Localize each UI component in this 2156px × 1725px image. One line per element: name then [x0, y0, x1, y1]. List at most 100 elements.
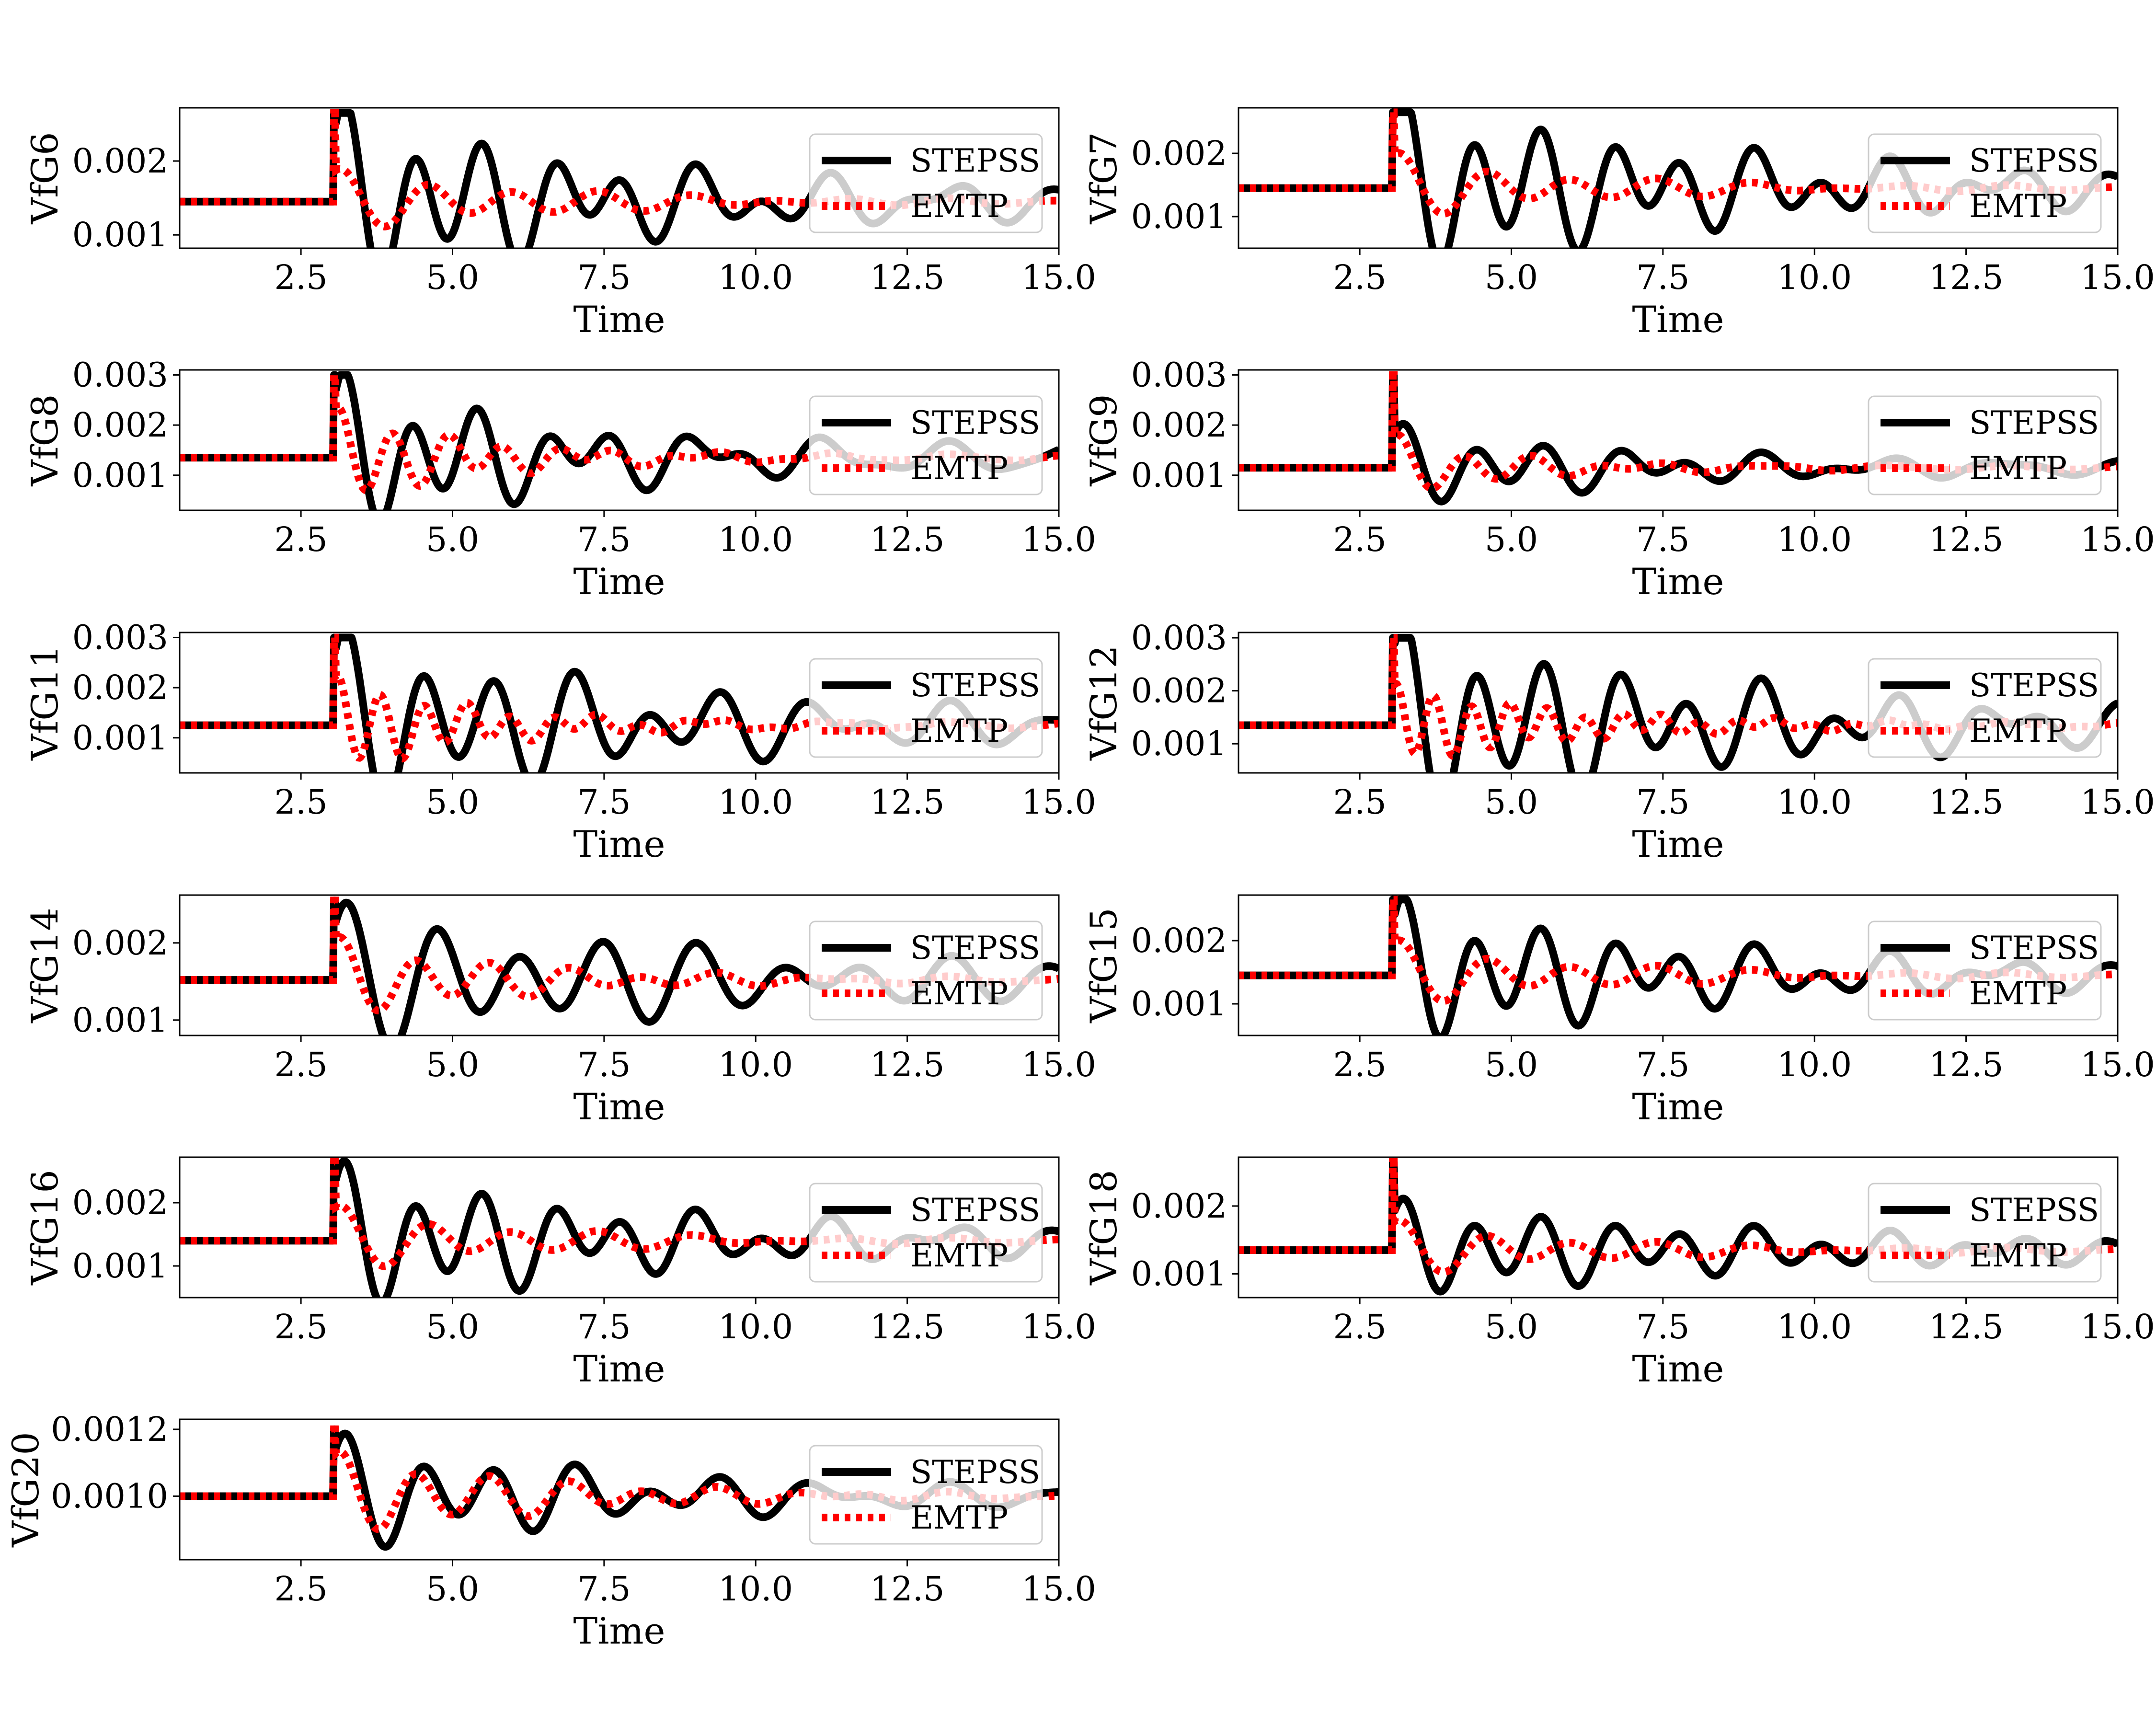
y-axis-label: VfG20 [4, 1432, 47, 1547]
y-tick-label: 0.002 [1131, 405, 1227, 445]
x-tick-label: 5.0 [426, 782, 479, 822]
y-tick-label: 0.002 [1131, 134, 1227, 173]
x-tick-label: 5.0 [1485, 520, 1538, 559]
x-tick-label: 10.0 [1777, 258, 1852, 297]
y-tick-label: 0.002 [1131, 671, 1227, 711]
x-tick-label: 7.5 [577, 1307, 631, 1346]
y-axis-label: VfG18 [1082, 1170, 1125, 1285]
subplot-vfg12: 2.5 5.0 7.5 10.0 12.5 15.0 0.001 0.002 0.003 Time… [1082, 618, 2155, 865]
axes-frame [1238, 107, 2119, 249]
axes-frame [1238, 632, 2119, 774]
x-tick-label: 15.0 [2080, 520, 2155, 559]
x-tick-label: 12.5 [1929, 1307, 2004, 1346]
axes-frame [179, 369, 1060, 511]
legend: STEPSS EMTP [1868, 1183, 2102, 1283]
subplot-vfg8: 2.5 5.0 7.5 10.0 12.5 15.0 0.001 0.002 0.003 Time… [23, 355, 1096, 603]
axes-frame [179, 1156, 1060, 1299]
subplot-vfg11: 2.5 5.0 7.5 10.0 12.5 15.0 0.001 0.002 0.003 Time… [23, 618, 1096, 865]
x-tick-label: 5.0 [426, 1045, 479, 1084]
legend-label-stepss: STEPSS [1969, 404, 2099, 441]
y-tick-label: 0.002 [72, 405, 168, 445]
x-tick-label: 12.5 [870, 1307, 945, 1346]
x-axis-label: Time [1632, 1085, 1724, 1128]
legend-label-emtp: EMTP [1969, 975, 2067, 1012]
legend-label-emtp: EMTP [910, 713, 1008, 749]
series-line-emtp [180, 633, 1059, 763]
y-tick-label: 0.002 [72, 923, 168, 963]
x-tick-label: 7.5 [577, 1569, 631, 1609]
legend-label-emtp: EMTP [1969, 713, 2067, 749]
x-tick-label: 7.5 [1636, 520, 1689, 559]
subplot-vfg15: 2.5 5.0 7.5 10.0 12.5 15.0 0.001 0.002 Time VfG15… [1082, 894, 2155, 1128]
x-tick-label: 7.5 [577, 1045, 631, 1084]
x-tick-label: 12.5 [870, 258, 945, 297]
x-tick-label: 10.0 [718, 1045, 793, 1084]
x-tick-label: 12.5 [1929, 1045, 2004, 1084]
legend-label-stepss: STEPSS [1969, 667, 2099, 704]
subplot-vfg16: 2.5 5.0 7.5 10.0 12.5 15.0 0.001 0.002 Time VfG16… [23, 1156, 1096, 1390]
y-tick-label: 0.001 [72, 456, 168, 495]
legend-label-emtp: EMTP [910, 450, 1008, 487]
x-axis-label: Time [1632, 823, 1724, 865]
x-tick-label: 10.0 [1777, 1045, 1852, 1084]
subplot-vfg6: 2.5 5.0 7.5 10.0 12.5 15.0 0.001 0.002 Time VfG6 S… [23, 107, 1096, 341]
x-tick-label: 2.5 [1333, 520, 1386, 559]
x-tick-label: 12.5 [870, 782, 945, 822]
legend-label-stepss: STEPSS [910, 1192, 1040, 1229]
x-axis-label: Time [573, 560, 665, 603]
y-tick-label: 0.001 [72, 718, 168, 758]
y-tick-label: 0.003 [72, 355, 168, 394]
x-tick-label: 2.5 [274, 258, 327, 297]
x-tick-label: 10.0 [718, 520, 793, 559]
y-tick-label: 0.003 [72, 618, 168, 657]
x-tick-label: 12.5 [1929, 258, 2004, 297]
x-tick-label: 2.5 [274, 1569, 327, 1609]
x-tick-label: 10.0 [1777, 782, 1852, 822]
x-tick-label: 2.5 [274, 1307, 327, 1346]
axes-frame [1238, 369, 2119, 511]
x-tick-label: 12.5 [1929, 782, 2004, 822]
y-tick-label: 0.001 [1131, 456, 1227, 495]
x-tick-label: 2.5 [274, 1045, 327, 1084]
y-axis-label: VfG11 [23, 645, 66, 760]
y-tick-label: 0.0010 [51, 1476, 168, 1516]
y-axis-label: VfG6 [23, 132, 66, 224]
y-tick-label: 0.001 [1131, 1254, 1227, 1293]
y-axis-label: VfG16 [23, 1170, 66, 1285]
x-tick-label: 5.0 [426, 520, 479, 559]
legend-label-emtp: EMTP [910, 975, 1008, 1012]
y-axis-label: VfG12 [1082, 645, 1125, 760]
subplot-vfg14: 2.5 5.0 7.5 10.0 12.5 15.0 0.001 0.002 Time VfG14… [23, 894, 1096, 1128]
legend-label-emtp: EMTP [910, 1499, 1008, 1536]
x-tick-label: 15.0 [1021, 520, 1096, 559]
subplot-vfg7: 2.5 5.0 7.5 10.0 12.5 15.0 0.001 0.002 Time VfG7 S… [1082, 107, 2155, 341]
legend: STEPSS EMTP [809, 658, 1043, 758]
x-tick-label: 15.0 [1021, 782, 1096, 822]
legend: STEPSS EMTP [1868, 395, 2102, 495]
x-tick-label: 12.5 [870, 1045, 945, 1084]
subplot-vfg9: 2.5 5.0 7.5 10.0 12.5 15.0 0.001 0.002 0.003 Time… [1082, 355, 2155, 603]
x-tick-label: 5.0 [426, 1307, 479, 1346]
legend: STEPSS EMTP [1868, 658, 2102, 758]
legend: STEPSS EMTP [809, 133, 1043, 233]
y-axis-label: VfG14 [23, 908, 66, 1023]
subplot-vfg18: 2.5 5.0 7.5 10.0 12.5 15.0 0.001 0.002 Time VfG18… [1082, 1156, 2155, 1390]
x-tick-label: 15.0 [2080, 1307, 2155, 1346]
x-tick-label: 12.5 [1929, 520, 2004, 559]
x-tick-label: 7.5 [577, 782, 631, 822]
legend-label-emtp: EMTP [910, 188, 1008, 225]
legend-label-emtp: EMTP [910, 1237, 1008, 1274]
axes-frame [1238, 894, 2119, 1036]
legend: STEPSS EMTP [809, 1445, 1043, 1545]
y-tick-label: 0.002 [72, 1183, 168, 1222]
y-axis-label: VfG8 [23, 394, 66, 486]
x-tick-label: 5.0 [1485, 258, 1538, 297]
x-tick-label: 2.5 [1333, 782, 1386, 822]
x-tick-label: 2.5 [1333, 1307, 1386, 1346]
series-line-emtp [180, 371, 1059, 494]
x-tick-label: 15.0 [2080, 1045, 2155, 1084]
axes-frame [179, 107, 1060, 249]
x-axis-label: Time [573, 823, 665, 865]
legend-label-stepss: STEPSS [910, 142, 1040, 179]
